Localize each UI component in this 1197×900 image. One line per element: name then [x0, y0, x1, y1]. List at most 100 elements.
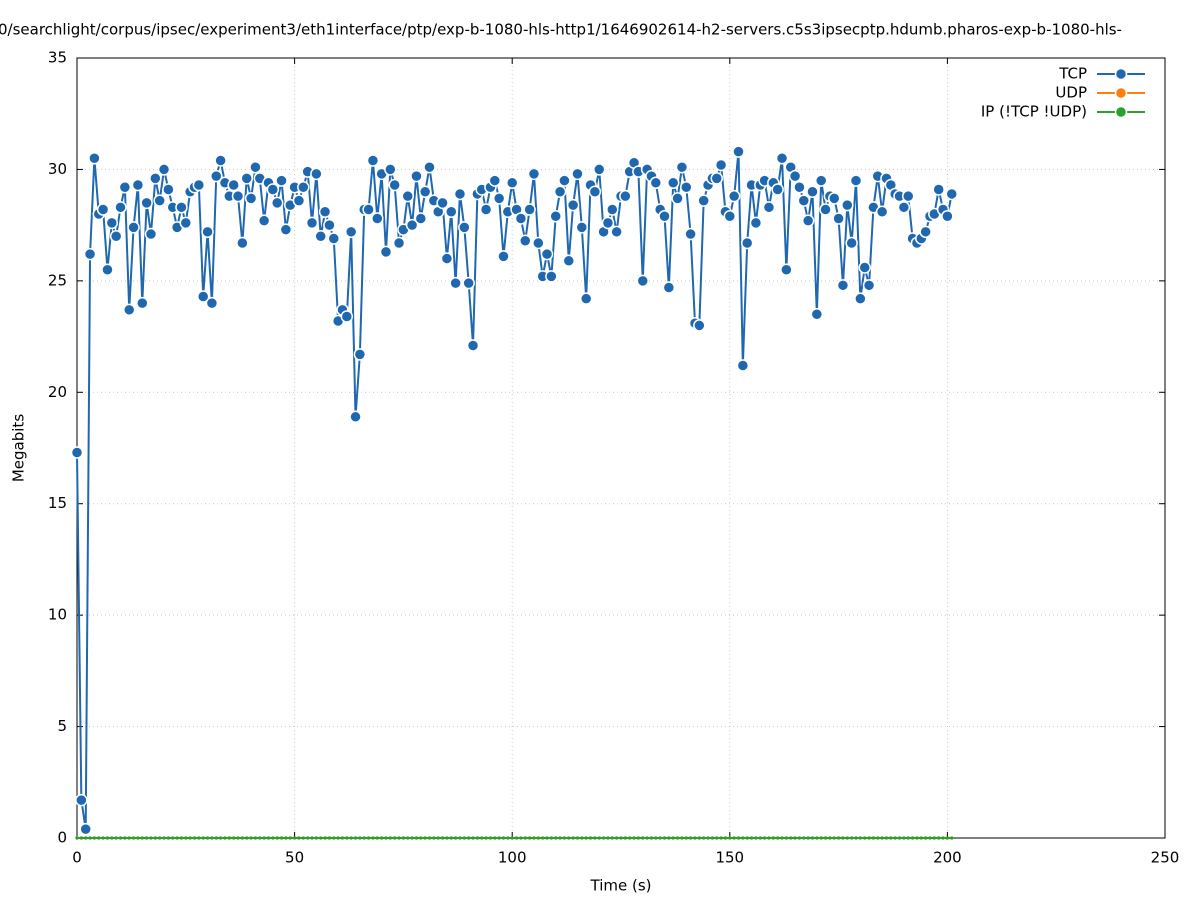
data-point [675, 160, 689, 174]
data-point [340, 836, 345, 840]
data-point [666, 176, 680, 190]
data-point [880, 836, 884, 840]
data-point [440, 836, 445, 840]
data-point [214, 836, 218, 840]
data-point [257, 214, 271, 227]
data-point [214, 154, 227, 167]
data-point [810, 836, 815, 840]
data-point [919, 836, 923, 840]
x-tick-label: 250 [1151, 849, 1180, 867]
y-tick-label: 30 [48, 160, 67, 178]
data-point [122, 303, 136, 317]
data-point [114, 201, 127, 214]
data-point [445, 205, 458, 219]
data-point [488, 836, 493, 840]
data-point [436, 836, 440, 840]
data-point [284, 836, 288, 840]
data-point [658, 836, 662, 840]
data-point [584, 836, 588, 840]
data-point [462, 276, 475, 290]
data-point [597, 836, 601, 840]
data-point [210, 836, 214, 840]
data-point [754, 836, 758, 840]
data-point [945, 187, 959, 201]
data-point [479, 203, 493, 216]
data-point [166, 836, 170, 840]
data-point [406, 836, 410, 840]
data-point [649, 836, 654, 840]
data-point [418, 185, 432, 198]
data-point [858, 261, 871, 274]
data-point [915, 836, 919, 840]
data-point [540, 247, 554, 261]
data-point [788, 169, 802, 183]
data-point [832, 212, 845, 225]
data-point [606, 836, 610, 840]
data-point [293, 836, 297, 840]
data-point [854, 836, 858, 840]
data-point [719, 836, 723, 840]
data-point [945, 836, 950, 840]
data-point [532, 836, 536, 840]
x-tick-label: 150 [715, 849, 744, 867]
data-point [401, 189, 415, 203]
data-point [423, 836, 427, 840]
data-point [275, 174, 288, 187]
data-point [480, 836, 484, 840]
data-point [610, 836, 614, 840]
data-point [588, 836, 593, 840]
legend-label: IP (!TCP !UDP) [981, 103, 1087, 121]
data-point [889, 836, 893, 840]
data-point [327, 836, 332, 840]
data-point [667, 836, 671, 840]
data-point [797, 836, 802, 840]
data-point [414, 836, 419, 840]
y-tick-label: 35 [48, 49, 67, 67]
data-point [301, 836, 305, 840]
data-point [458, 836, 462, 840]
data-point [162, 183, 175, 196]
data-point [615, 836, 619, 840]
data-point [906, 836, 910, 840]
data-point [919, 225, 932, 239]
data-point [162, 836, 166, 840]
data-point [327, 232, 341, 245]
data-point [297, 181, 310, 194]
data-point [401, 836, 405, 840]
data-point [245, 836, 249, 840]
data-point [771, 183, 784, 196]
data-point [823, 836, 828, 840]
data-point [371, 836, 375, 840]
data-point [545, 270, 558, 283]
data-point [802, 836, 806, 840]
data-point [697, 194, 710, 207]
data-point [467, 836, 471, 840]
data-point [279, 836, 284, 840]
data-point [806, 836, 810, 840]
data-point [562, 254, 576, 268]
data-point [775, 152, 789, 165]
data-point [619, 189, 632, 203]
data-point [227, 836, 231, 840]
data-point [697, 836, 701, 840]
data-point [332, 836, 336, 840]
data-point [380, 836, 384, 840]
data-point [79, 836, 83, 840]
data-point [157, 163, 171, 176]
data-point [105, 836, 110, 840]
data-point [440, 252, 454, 265]
data-point [153, 194, 166, 207]
data-point [366, 154, 380, 167]
data-point [271, 836, 275, 840]
data-point [414, 212, 428, 225]
data-point [523, 836, 527, 840]
data-point [423, 160, 436, 174]
data-point [762, 201, 776, 214]
data-point [645, 836, 649, 840]
data-point [675, 836, 680, 840]
data-point [592, 163, 606, 176]
data-point [275, 836, 279, 840]
data-point [732, 145, 745, 158]
data-point [192, 178, 206, 192]
data-point [606, 203, 619, 216]
